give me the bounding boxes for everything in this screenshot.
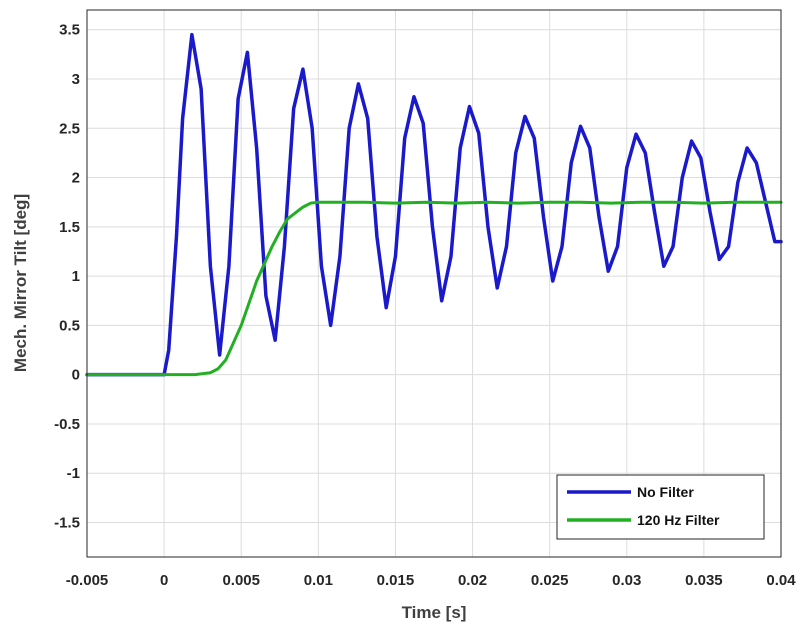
y-tick-label: 1 xyxy=(72,268,80,285)
y-tick-label: -1.5 xyxy=(54,515,80,532)
x-axis-ticks: -0.005 0 0.005 0.01 0.015 0.02 0.025 0.03 0.035 0… xyxy=(66,572,797,589)
y-tick-label: 2 xyxy=(72,170,80,187)
x-tick-label: 0.025 xyxy=(531,572,569,589)
x-tick-label: 0.035 xyxy=(685,572,723,589)
x-axis-label: Time [s] xyxy=(402,603,467,622)
x-tick-label: -0.005 xyxy=(66,572,109,589)
plot-border xyxy=(86,9,782,558)
y-axis-ticks: 3.5 3 2.5 2 1.5 1 0.5 0 -0.5 -1 -1.5 xyxy=(54,22,80,532)
y-tick-label: 0 xyxy=(72,367,80,384)
series-line-120hz-filter xyxy=(85,200,783,377)
y-tick-label: -1 xyxy=(67,465,80,482)
series-line-no-filter xyxy=(85,32,783,377)
y-tick-label: 1.5 xyxy=(59,219,80,236)
y-tick-label: 3.5 xyxy=(59,22,80,39)
x-tick-label: 0 xyxy=(160,572,168,589)
series-group xyxy=(85,32,783,377)
y-axis-label: Mech. Mirror Tilt [deg] xyxy=(11,194,30,372)
y-tick-label: 0.5 xyxy=(59,317,80,334)
y-tick-label: 3 xyxy=(72,71,80,88)
x-tick-label: 0.015 xyxy=(377,572,415,589)
legend-label-no-filter: No Filter xyxy=(637,484,694,500)
legend-box xyxy=(556,474,765,540)
x-tick-label: 0.005 xyxy=(222,572,260,589)
legend: No Filter 120 Hz Filter xyxy=(556,474,765,540)
x-tick-label: 0.02 xyxy=(458,572,487,589)
y-tick-label: -0.5 xyxy=(54,416,80,433)
x-tick-label: 0.03 xyxy=(612,572,641,589)
x-tick-label: 0.04 xyxy=(766,572,796,589)
x-tick-label: 0.01 xyxy=(304,572,333,589)
y-tick-label: 2.5 xyxy=(59,120,80,137)
legend-label-120hz-filter: 120 Hz Filter xyxy=(637,512,720,528)
